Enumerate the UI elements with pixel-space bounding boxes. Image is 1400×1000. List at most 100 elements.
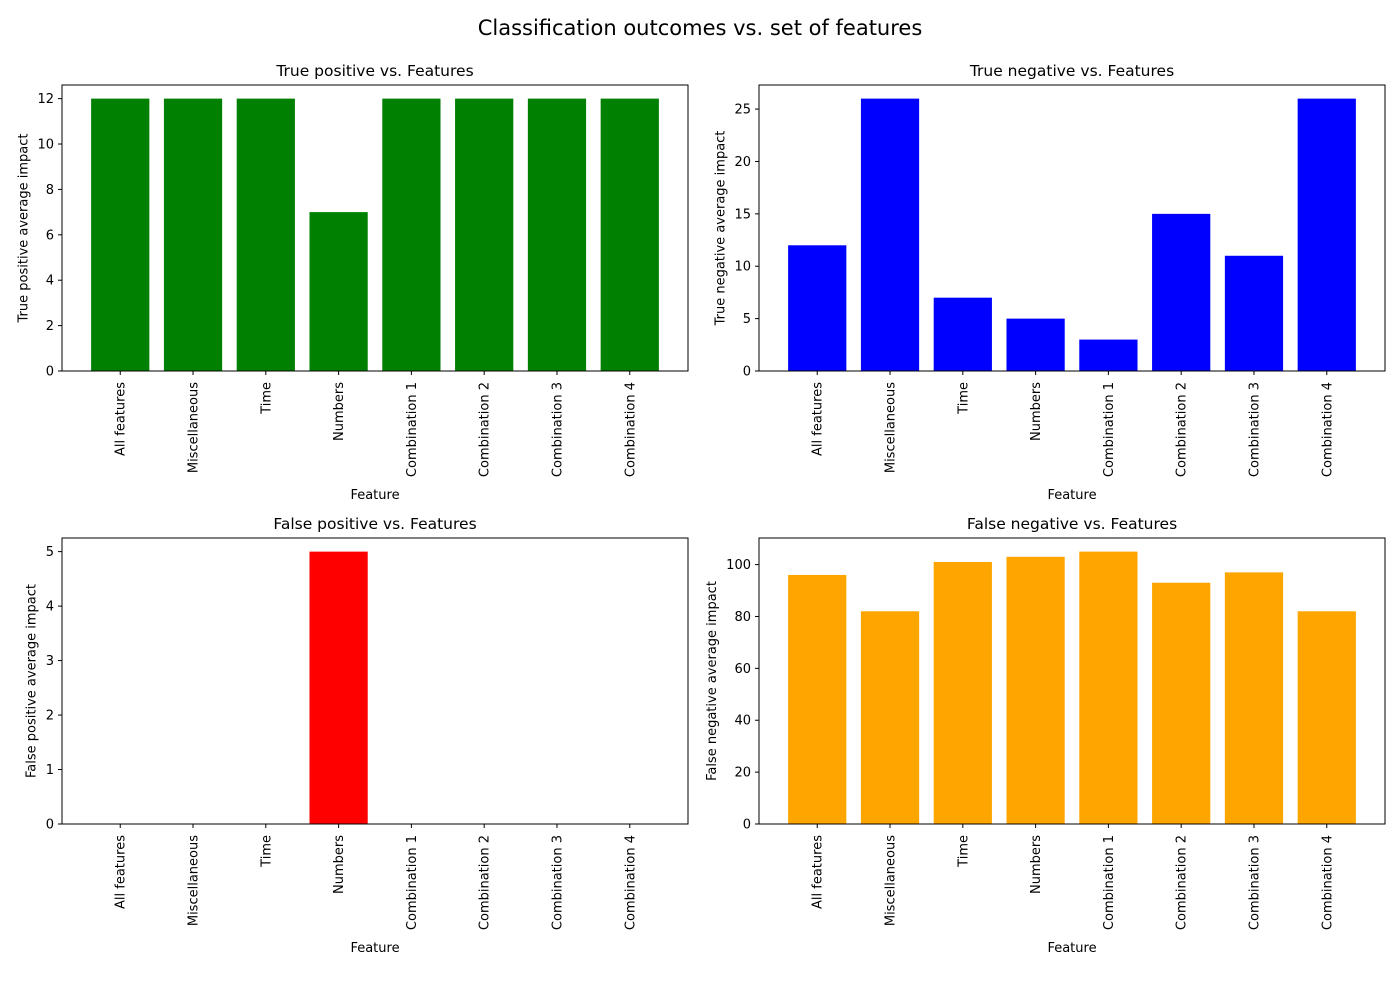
bar-2 [860,611,920,824]
x-tick-label: All features [811,835,826,909]
y-tick-label: 12 [37,92,54,107]
x-tick-label: Combination 3 [550,382,565,477]
y-tick-label: 10 [734,260,751,275]
false-negative-chart: False negative vs. Features 0 20 40 60 80 100 A… [705,515,1386,956]
subplot-title: True positive vs. Features [275,62,473,80]
x-tick-label: Combination 4 [623,835,638,930]
x-tick-label: Combination 2 [478,382,493,477]
bar-2 [860,98,920,372]
subplot-title: False negative vs. Features [967,515,1177,533]
bar-6 [1152,582,1211,824]
x-tick-label: Combination 1 [1102,382,1117,477]
y-axis-label: True negative average impact [713,131,728,327]
x-axis-label: Feature [350,488,399,503]
y-tick-label: 0 [46,818,54,833]
subplot-title: True negative vs. Features [969,62,1174,80]
bar-7 [1224,255,1284,371]
bar-7 [527,98,587,372]
x-tick-label: Miscellaneous [884,382,899,473]
x-tick-label: Combination 3 [1247,835,1262,930]
x-tick-label: Time [259,382,274,415]
x-tick-label: Numbers [1029,382,1044,441]
y-tick-label: 1 [46,763,54,778]
x-tick-label: All features [811,382,826,456]
subplot-title: False positive vs. Features [273,515,476,533]
y-tick-label: 4 [46,274,54,289]
bar-8 [1297,611,1356,824]
bar-1 [91,98,150,372]
x-tick-label: Miscellaneous [187,382,202,473]
bar-5 [382,98,441,372]
x-axis-label: Feature [1047,488,1096,503]
x-tick-label: Combination 3 [550,835,565,930]
x-tick-label: Combination 1 [405,835,420,930]
bar-4 [309,551,368,824]
bar-7 [1224,572,1284,824]
true-negative-chart: True negative vs. Features 0 5 10 15 20 25 All … [713,62,1386,503]
plot-frame [758,84,1386,372]
y-tick-label: 5 [743,312,751,327]
bar-1 [788,245,847,371]
y-axis-label: True positive average impact [16,134,31,324]
x-tick-label: Time [956,835,971,868]
x-axis-label: Feature [350,941,399,956]
bar-4 [309,212,368,371]
false-positive-chart: False positive vs. Features 0 1 2 3 4 5 All fea… [25,515,689,956]
figure-title: Classification outcomes vs. set of featu… [477,16,923,40]
bar-2 [163,98,223,372]
y-tick-label: 0 [46,365,54,380]
plot-frame [758,537,1386,825]
y-tick-label: 0 [743,818,751,833]
y-tick-label: 4 [46,600,54,615]
y-axis-label: False positive average impact [25,584,40,778]
bar-5 [1079,551,1138,824]
true-positive-chart: True positive vs. Features 0 2 4 6 8 10 12 All f… [16,62,689,503]
bar-1 [788,574,847,824]
x-tick-label: Miscellaneous [884,835,899,926]
y-tick-label: 40 [734,714,751,729]
x-tick-label: All features [114,382,129,456]
x-tick-label: Numbers [1029,835,1044,894]
x-tick-label: Time [956,382,971,415]
bar-3 [933,297,992,371]
y-tick-label: 5 [46,545,54,560]
bar-6 [1152,213,1211,371]
x-tick-label: Combination 4 [1320,382,1335,477]
y-tick-label: 6 [46,228,54,243]
x-tick-label: Numbers [332,382,347,441]
x-tick-label: Combination 2 [1175,382,1190,477]
y-tick-label: 15 [734,207,751,222]
y-tick-label: 60 [734,662,751,677]
plot-frame [61,537,689,825]
plot-frame [61,84,689,372]
x-axis-label: Feature [1047,941,1096,956]
x-tick-label: Combination 3 [1247,382,1262,477]
y-axis-label: False negative average impact [705,581,720,781]
bar-8 [1297,98,1356,372]
y-tick-label: 10 [37,138,54,153]
bar-3 [933,562,992,824]
y-tick-label: 0 [743,365,751,380]
x-tick-label: Numbers [332,835,347,894]
bar-8 [600,98,659,372]
y-tick-label: 20 [734,155,751,170]
x-tick-label: All features [114,835,129,909]
y-tick-label: 100 [726,558,751,573]
y-tick-label: 2 [46,319,54,334]
x-tick-label: Combination 1 [1102,835,1117,930]
x-tick-label: Combination 1 [405,382,420,477]
x-tick-label: Combination 4 [623,382,638,477]
x-tick-label: Combination 4 [1320,835,1335,930]
bar-6 [455,98,514,372]
bar-3 [236,98,295,372]
x-tick-label: Time [259,835,274,868]
y-tick-label: 3 [46,654,54,669]
bar-5 [1079,339,1138,371]
y-tick-label: 80 [734,610,751,625]
x-tick-label: Combination 2 [478,835,493,930]
y-tick-label: 8 [46,183,54,198]
y-tick-label: 20 [734,766,751,781]
bar-4 [1006,556,1065,824]
x-tick-label: Miscellaneous [187,835,202,926]
